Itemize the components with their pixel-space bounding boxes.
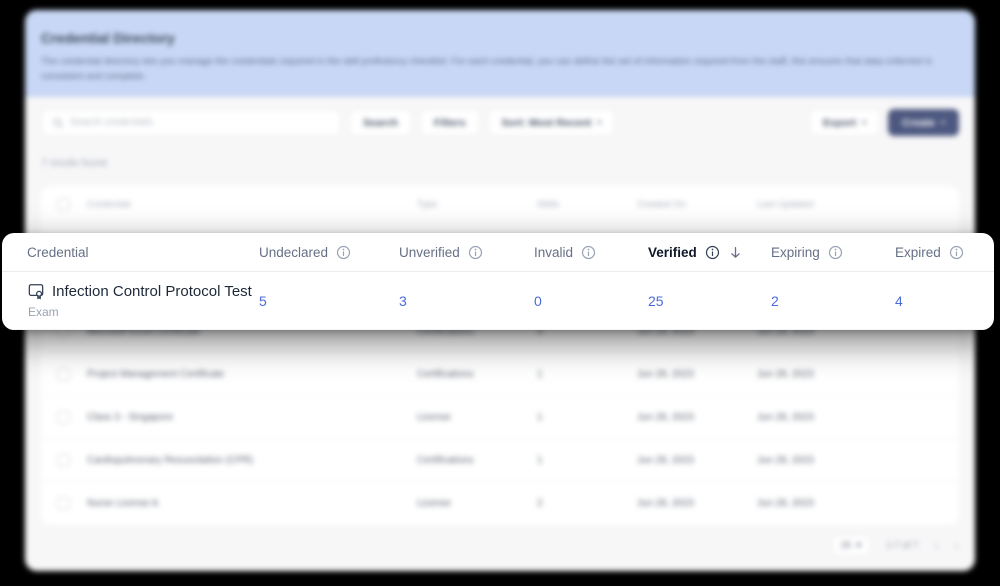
create-button[interactable]: Create ▾ <box>888 109 959 136</box>
overlay-column-expiring[interactable]: Expiring <box>771 245 895 260</box>
cell-last-updated: Jun 28, 2023 <box>757 454 814 466</box>
table-row[interactable]: Cardiopulmonary Resuscitation (CPR) Cert… <box>41 439 959 482</box>
overlay-column-undeclared[interactable]: Undeclared <box>259 245 399 260</box>
toolbar: Search credentials Search Filters Sort: … <box>41 109 959 136</box>
select-all-checkbox[interactable] <box>57 198 70 211</box>
info-icon[interactable] <box>581 245 596 260</box>
unverified-count[interactable]: 3 <box>399 292 407 309</box>
credential-type-label: Exam <box>28 305 59 319</box>
page-description: The credential directory lets you manage… <box>41 56 933 82</box>
invalid-count[interactable]: 0 <box>534 292 542 309</box>
column-header-type[interactable]: Type <box>417 199 438 210</box>
page-title: Credential Directory <box>41 30 175 46</box>
column-header-created-on[interactable]: Created On <box>637 199 687 210</box>
table-row[interactable]: Nurse License A License 2 Jun 28, 2023 J… <box>41 482 959 525</box>
search-placeholder: Search credentials <box>70 117 153 128</box>
cell-type: Certifications <box>417 454 474 466</box>
cell-credential-name: Project Management Certificate <box>87 368 225 380</box>
column-header-last-updated[interactable]: Last Updated <box>757 199 814 210</box>
cell-type: Certifications <box>417 325 474 337</box>
overlay-column-credential[interactable]: Credential <box>27 244 89 260</box>
expired-count[interactable]: 4 <box>895 292 903 309</box>
search-icon <box>52 117 64 129</box>
expiring-count[interactable]: 2 <box>771 292 779 309</box>
cell-last-updated: Jun 28, 2023 <box>757 368 814 380</box>
row-checkbox[interactable] <box>57 367 70 381</box>
overlay-column-verified-sorted[interactable]: Verified <box>648 245 771 260</box>
page-size-select[interactable]: 25 ▾ <box>831 534 871 556</box>
cell-type: License <box>417 498 451 509</box>
overlay-column-unverified[interactable]: Unverified <box>399 245 534 260</box>
row-checkbox[interactable] <box>57 497 70 510</box>
cell-skills: 1 <box>537 411 543 423</box>
next-page-button[interactable]: › <box>954 537 959 553</box>
cell-created-on: Jun 28, 2023 <box>637 498 694 509</box>
credential-status-overlay: Credential Undeclared Unverified Invalid… <box>2 233 994 330</box>
cell-credential-name: Nurse License A <box>87 498 159 509</box>
cell-type: Certifications <box>417 368 474 380</box>
overlay-column-expired[interactable]: Expired <box>895 245 969 260</box>
overlay-header-row: Credential Undeclared Unverified Invalid… <box>2 233 994 272</box>
chevron-down-icon: ▾ <box>856 539 862 551</box>
credential-name: Infection Control Protocol Test <box>52 282 252 300</box>
info-icon[interactable] <box>828 245 843 260</box>
search-input[interactable]: Search credentials <box>41 109 341 136</box>
info-icon[interactable] <box>468 245 483 260</box>
verified-count[interactable]: 25 <box>648 292 664 309</box>
certificate-icon <box>27 282 45 300</box>
table-row[interactable]: Class 3 - Singapore License 1 Jun 28, 20… <box>41 396 959 439</box>
overlay-data-row[interactable]: Infection Control Protocol Test Exam 5 3… <box>2 272 994 330</box>
filters-button[interactable]: Filters <box>420 109 480 136</box>
info-icon[interactable] <box>949 245 964 260</box>
table-row[interactable]: Project Management Certificate Certifica… <box>41 353 959 396</box>
page-header-banner: Credential Directory The credential dire… <box>25 10 975 97</box>
results-count: 7 results found <box>41 158 107 169</box>
cell-skills: 2 <box>537 498 543 509</box>
pagination: 25 ▾ 1-7 of 7 ‹ › <box>41 534 959 556</box>
overlay-column-invalid[interactable]: Invalid <box>534 245 648 260</box>
sort-descending-arrow-icon[interactable] <box>728 245 743 260</box>
page-range-label: 1-7 of 7 <box>886 539 919 551</box>
search-button[interactable]: Search <box>349 109 413 136</box>
row-checkbox[interactable] <box>57 453 70 467</box>
credential-cell: Infection Control Protocol Test Exam <box>27 282 259 320</box>
export-button[interactable]: Export ▾ <box>809 109 881 136</box>
cell-last-updated: Jun 28, 2023 <box>757 498 814 509</box>
cell-created-on: Jun 28, 2023 <box>637 368 694 380</box>
info-icon[interactable] <box>705 245 720 260</box>
cell-created-on: Jun 28, 2023 <box>637 325 694 337</box>
cell-created-on: Jun 28, 2023 <box>637 411 694 423</box>
cell-credential-name: Class 3 - Singapore <box>87 411 174 423</box>
table-header-row: Credential Type Skills Created On Last U… <box>41 186 959 224</box>
column-header-skills[interactable]: Skills <box>537 199 560 210</box>
previous-page-button[interactable]: ‹ <box>934 537 939 553</box>
undeclared-count[interactable]: 5 <box>259 292 267 309</box>
info-icon[interactable] <box>336 245 351 260</box>
cell-created-on: Jun 28, 2023 <box>637 454 694 466</box>
chevron-down-icon: ▾ <box>940 118 945 127</box>
chevron-down-icon: ▾ <box>862 118 867 127</box>
sort-button[interactable]: Sort: Most Recent ▾ <box>487 109 616 136</box>
cell-skills: 1 <box>537 454 543 466</box>
cell-skills: 1 <box>537 368 543 380</box>
column-header-credential[interactable]: Credential <box>87 199 131 210</box>
cell-skills: 3 <box>537 325 543 337</box>
cell-last-updated: Jun 28, 2023 <box>757 411 814 423</box>
cell-credential-name: Microsoft Excel Certificate <box>87 325 201 337</box>
cell-last-updated: Jun 28, 2023 <box>757 325 814 337</box>
cell-credential-name: Cardiopulmonary Resuscitation (CPR) <box>87 454 254 466</box>
chevron-down-icon: ▾ <box>597 118 602 127</box>
row-checkbox[interactable] <box>57 410 70 424</box>
cell-type: License <box>417 411 451 423</box>
